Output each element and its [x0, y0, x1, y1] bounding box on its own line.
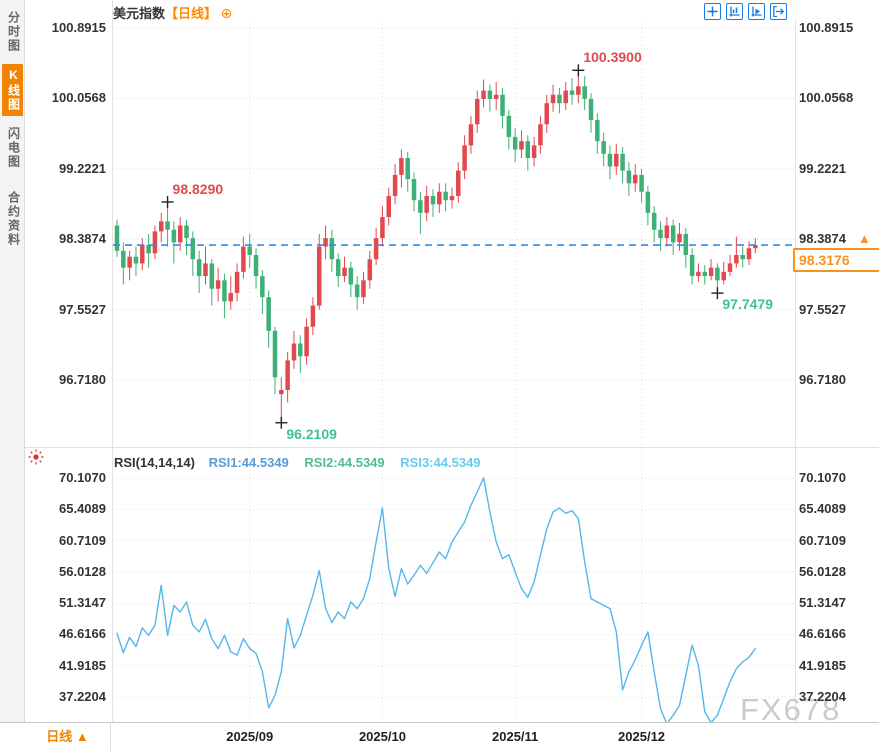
chart-title: 美元指数【日线】 ⊕	[113, 3, 232, 22]
price-annotation: 97.7479	[722, 296, 773, 313]
price-chart[interactable]	[113, 20, 795, 447]
date-axis-label: 2025/09	[226, 729, 274, 744]
current-price-box: 98.3176	[793, 248, 879, 272]
axis-playback-icon[interactable]	[748, 3, 765, 20]
rsi-axis-label-right: 70.1070	[799, 470, 846, 485]
period-selector[interactable]: 日线 ▲	[25, 722, 111, 751]
panel-divider	[25, 447, 879, 448]
rsi-indicator-name: RSI(14,14,14)	[114, 455, 195, 470]
date-axis-label: 2025/11	[492, 729, 539, 744]
price-annotation: 96.2109	[286, 425, 337, 442]
rsi3-value: RSI3:44.5349	[400, 455, 481, 470]
price-axis-label-right: 100.0568	[799, 90, 854, 106]
date-axis-label: 2025/12	[618, 729, 666, 744]
indicator-settings-icon[interactable]	[27, 448, 45, 471]
price-annotation: 98.8290	[172, 180, 224, 197]
price-annotation: 100.3900	[583, 49, 642, 66]
price-axis-label-right: 100.8915	[799, 20, 854, 35]
fx678-watermark: FX678	[740, 692, 842, 727]
scroll-to-latest-icon[interactable]: ▲	[858, 231, 871, 246]
rsi-axis-label-right: 37.2204	[799, 689, 846, 705]
price-axis-label-right: 99.2221	[799, 160, 846, 176]
rsi-chart[interactable]	[113, 450, 795, 722]
rsi-axis-label-right: 56.0128	[799, 563, 846, 579]
rsi-axis-label-right: 46.6166	[799, 626, 846, 642]
axis-scale-left-icon[interactable]	[726, 3, 743, 20]
rsi-axis-label-left: 41.9185	[59, 657, 106, 673]
rsi-axis-label-left: 70.1070	[59, 470, 106, 485]
period-tag: 【日线】	[165, 6, 218, 21]
date-axis-label: 2025/10	[358, 729, 406, 744]
price-axis-label-left: 100.0568	[51, 90, 106, 106]
price-axis-label-left: 100.8915	[51, 20, 106, 35]
chart-toolbar	[704, 3, 787, 20]
rsi-axis-label-left: 56.0128	[59, 563, 106, 579]
price-axis-label-left: 99.2221	[59, 160, 106, 176]
sidebar-item-kline-chart[interactable]: K线图	[1, 64, 23, 116]
page-forward-icon[interactable]	[770, 3, 787, 20]
rsi-axis-label-right: 51.3147	[799, 595, 846, 611]
sidebar-item-time-chart[interactable]: 分时图	[6, 11, 21, 53]
chart-right-border	[795, 20, 796, 722]
price-axis-label-left: 98.3874	[59, 231, 106, 247]
rsi-axis-label-left: 60.7109	[59, 532, 106, 548]
rsi1-value: RSI1:44.5349	[208, 455, 289, 470]
sidebar-item-contract-info[interactable]: 合约资料	[6, 191, 21, 247]
rsi-axis-label-left: 46.6166	[59, 626, 106, 642]
add-indicator-icon[interactable]: ⊕	[220, 5, 233, 21]
price-axis-label-right: 98.3874	[799, 231, 846, 247]
rsi-axis-label-right: 41.9185	[799, 657, 846, 673]
rsi-axis-label-left: 65.4089	[59, 501, 106, 517]
chart-left-border	[112, 0, 113, 722]
chart-type-sidebar: 分时图 K线图 闪电图 合约资料	[0, 0, 25, 751]
price-axis-label-right: 97.5527	[799, 301, 846, 317]
rsi-axis-label-left: 37.2204	[59, 689, 106, 705]
price-axis-label-left: 96.7180	[59, 371, 106, 387]
sidebar-item-lightning-chart[interactable]: 闪电图	[6, 127, 21, 169]
rsi-axis-label-right: 65.4089	[799, 501, 846, 517]
time-axis-bar	[0, 722, 879, 751]
symbol-name: 美元指数	[113, 6, 166, 21]
rsi-axis-label-left: 51.3147	[59, 595, 106, 611]
price-axis-label-right: 96.7180	[799, 371, 846, 387]
price-axis-label-left: 97.5527	[59, 301, 106, 317]
rsi-axis-label-right: 60.7109	[799, 532, 846, 548]
rsi2-value: RSI2:44.5349	[304, 455, 385, 470]
rsi-legend: RSI(14,14,14) RSI1:44.5349 RSI2:44.5349 …	[114, 455, 481, 470]
crosshair-tool-icon[interactable]	[704, 3, 721, 20]
